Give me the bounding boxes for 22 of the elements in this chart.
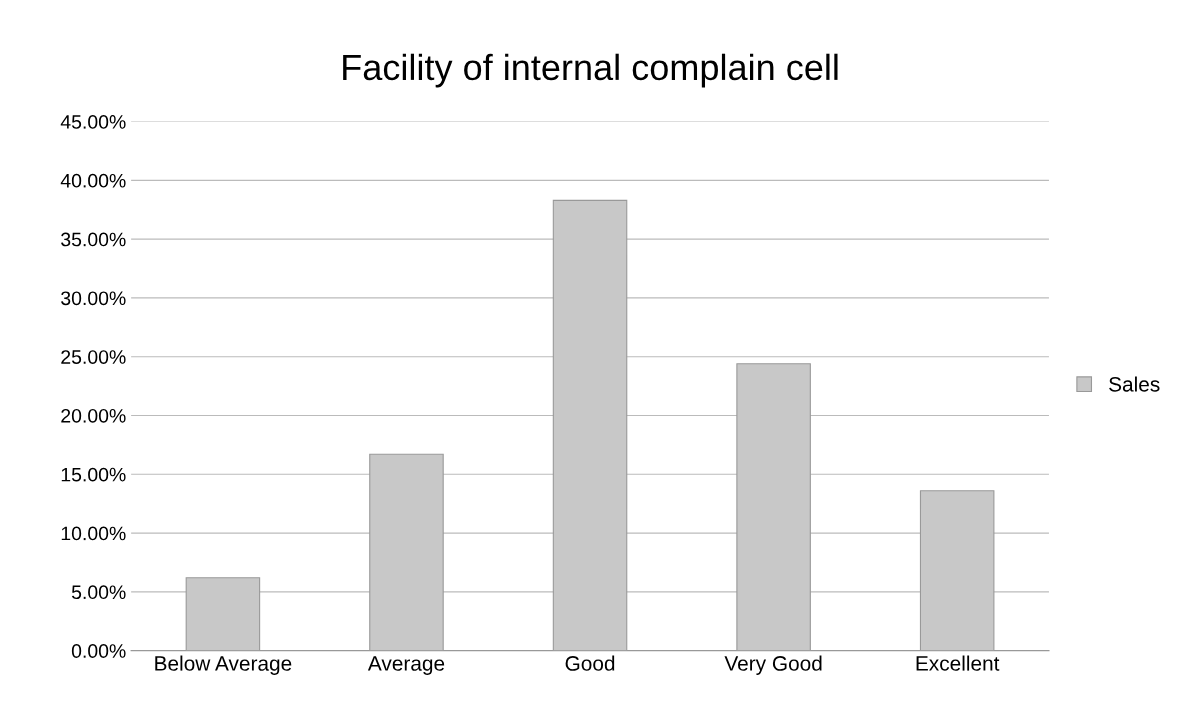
y-tick-label: 25.00% [61,350,126,364]
chart-title: Facility of internal complain cell [343,53,838,88]
y-tick-label: 35.00% [61,232,126,247]
x-tick-label: Very Good [724,655,822,675]
x-tick-label: Excellent [916,655,1000,671]
bar [185,577,261,651]
y-tick-label: 20.00% [61,408,126,423]
bar [736,363,811,651]
y-tick-label: 15.00% [61,467,126,482]
y-tick-label: 30.00% [61,291,126,306]
y-tick-label: 5.00% [71,585,126,600]
y-tick-label: 40.00% [60,173,126,188]
bar [552,199,628,651]
bar [919,490,995,651]
bar [369,453,444,651]
x-tick-label: Good [565,655,615,671]
y-tick-label: 45.00% [60,115,126,129]
x-tick-label: Average [367,656,445,675]
x-tick-label: Below Average [155,655,292,675]
legend-label: Sales [1109,376,1160,392]
y-tick-label: 0.00% [71,644,126,658]
y-tick-label: 10.00% [61,526,126,541]
